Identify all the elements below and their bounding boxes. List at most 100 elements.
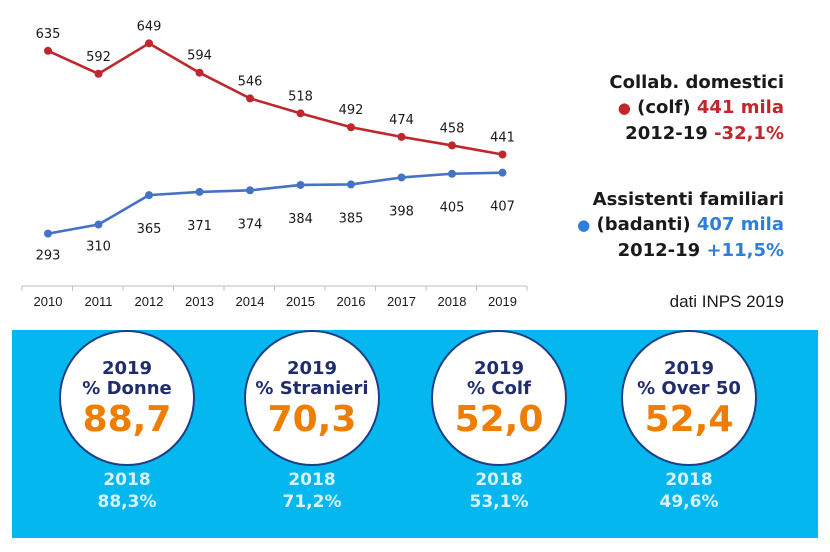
stat-stranieri: 2019 % Stranieri 70,3 2018 71,2% bbox=[222, 330, 402, 513]
series-colf-data-label: 635 bbox=[36, 27, 61, 42]
series-colf-data-label: 458 bbox=[440, 121, 465, 136]
line-chart: 2010 2011 2012 2013 2014 2015 2016 2017 2018 2019… bbox=[21, 19, 528, 309]
stat-prev-value: 53,1% bbox=[469, 492, 529, 512]
x-tick-label: 2012 bbox=[135, 294, 164, 309]
stat-year: 2019 bbox=[473, 358, 525, 379]
x-tick-label: 2011 bbox=[85, 294, 113, 309]
series-colf-data-label: 492 bbox=[339, 103, 364, 118]
legend-colf-period: 2012-19 bbox=[625, 123, 708, 144]
stat-circle: 2019 % Over 50 52,4 bbox=[621, 330, 757, 466]
series-badanti-point bbox=[94, 220, 103, 229]
series-badanti-point bbox=[347, 180, 355, 189]
stat-prev-year: 2018 bbox=[665, 470, 713, 490]
series-badanti-data-label: 365 bbox=[137, 222, 162, 237]
legend-badanti-title: Assistenti familiari bbox=[592, 189, 784, 210]
series-badanti-data-label: 385 bbox=[339, 211, 364, 226]
stat-value: 70,3 bbox=[267, 399, 357, 440]
x-tick-label: 2015 bbox=[286, 294, 315, 309]
x-tick-label: 2017 bbox=[387, 294, 416, 309]
stat-over50: 2019 % Over 50 52,4 2018 49,6% bbox=[599, 330, 779, 513]
series-colf-data-label: 441 bbox=[490, 131, 515, 146]
legend-colf-value-line: ● (colf) 441 mila bbox=[609, 95, 784, 121]
series-colf-point bbox=[498, 150, 507, 159]
series-colf-point bbox=[94, 69, 103, 78]
series-colf-point bbox=[347, 123, 355, 132]
series-badanti-data-label: 374 bbox=[238, 217, 263, 232]
series-badanti-data-label: 407 bbox=[490, 200, 515, 215]
legend-colf-dot-icon: ● bbox=[617, 99, 631, 117]
series-badanti-point bbox=[195, 187, 204, 196]
series-badanti-data-label: 398 bbox=[389, 204, 414, 219]
series-colf-point bbox=[296, 109, 305, 118]
stat-value: 52,0 bbox=[454, 399, 544, 440]
x-tick-label: 2016 bbox=[337, 294, 366, 309]
series-colf-data-label: 518 bbox=[288, 89, 313, 104]
series-badanti-data-label: 384 bbox=[288, 212, 313, 227]
series-badanti-data-label: 310 bbox=[86, 240, 111, 255]
series-badanti-point bbox=[145, 191, 153, 200]
series-badanti-point bbox=[397, 173, 406, 182]
legend-badanti-value-line: ● (badanti) 407 mila bbox=[577, 212, 784, 238]
legend-badanti-label: (badanti) bbox=[596, 214, 691, 235]
stat-year: 2019 bbox=[101, 358, 153, 379]
series-colf-data-label: 592 bbox=[86, 50, 111, 65]
series-badanti-point bbox=[44, 229, 52, 238]
stat-prev-year: 2018 bbox=[103, 470, 151, 490]
x-tick-label: 2014 bbox=[236, 294, 265, 309]
series-badanti-data-label: 371 bbox=[187, 219, 212, 234]
legend-badanti-value: 407 mila bbox=[696, 214, 784, 235]
x-tick-label: 2013 bbox=[185, 294, 214, 309]
legend-colf-change: -32,1% bbox=[714, 123, 784, 144]
source-note: dati INPS 2019 bbox=[669, 292, 784, 311]
series-badanti-point bbox=[246, 186, 254, 195]
legend-colf-title: Collab. domestici bbox=[609, 72, 784, 93]
stat-label: % Over 50 bbox=[637, 378, 741, 399]
stat-prev-value: 71,2% bbox=[282, 492, 342, 512]
stat-label: % Donne bbox=[82, 378, 172, 399]
stat-prev-year: 2018 bbox=[475, 470, 523, 490]
stat-donne: 2019 % Donne 88,7 2018 88,3% bbox=[37, 330, 217, 513]
series-colf-data-label: 649 bbox=[137, 19, 162, 34]
stat-prev-year: 2018 bbox=[288, 470, 336, 490]
stat-circle: 2019 % Colf 52,0 bbox=[431, 330, 567, 466]
series-colf-point bbox=[397, 132, 406, 141]
series-colf-data-label: 474 bbox=[389, 113, 414, 128]
legend-badanti-change: +11,5% bbox=[706, 240, 784, 261]
stat-circle: 2019 % Donne 88,7 bbox=[59, 330, 195, 466]
stat-year: 2019 bbox=[286, 358, 338, 379]
stat-value: 52,4 bbox=[644, 399, 734, 440]
legend-colf-change-line: 2012-19 -32,1% bbox=[609, 121, 784, 146]
series-colf-point bbox=[448, 141, 456, 150]
series-badanti-data-label: 293 bbox=[36, 249, 61, 264]
x-tick-label: 2019 bbox=[488, 294, 517, 309]
stat-label: % Stranieri bbox=[255, 378, 369, 399]
series-colf-line bbox=[47, 42, 503, 156]
stat-circle: 2019 % Stranieri 70,3 bbox=[244, 330, 380, 466]
legend-colf-value: 441 mila bbox=[696, 97, 784, 118]
series-colf-point bbox=[145, 39, 153, 48]
series-badanti-point bbox=[296, 180, 305, 189]
series-colf-point bbox=[195, 68, 204, 77]
series-badanti-line bbox=[47, 171, 503, 235]
series-colf-point bbox=[44, 46, 52, 55]
series-badanti-point bbox=[448, 169, 456, 178]
stat-prev-value: 88,3% bbox=[97, 492, 157, 512]
stat-value: 88,7 bbox=[82, 399, 172, 440]
stat-label: % Colf bbox=[467, 378, 531, 399]
legend-badanti-dot-icon: ● bbox=[577, 216, 591, 234]
stat-year: 2019 bbox=[663, 358, 715, 379]
x-tick-label: 2018 bbox=[438, 294, 467, 309]
x-tick-label: 2010 bbox=[34, 294, 63, 309]
series-colf-point bbox=[246, 94, 254, 103]
series-badanti-data-label: 405 bbox=[440, 201, 465, 216]
series-colf-data-label: 594 bbox=[187, 49, 212, 64]
legend-colf: Collab. domestici ● (colf) 441 mila 2012… bbox=[609, 70, 784, 146]
series-colf-data-label: 546 bbox=[238, 74, 263, 89]
legend-badanti-change-line: 2012-19 +11,5% bbox=[577, 238, 784, 263]
legend-badanti: Assistenti familiari ● (badanti) 407 mil… bbox=[577, 187, 784, 263]
series-badanti-point bbox=[498, 168, 507, 177]
legend-colf-label: (colf) bbox=[637, 97, 691, 118]
stat-prev-value: 49,6% bbox=[659, 492, 719, 512]
legend-badanti-period: 2012-19 bbox=[617, 240, 701, 261]
stats-band: 2019 % Donne 88,7 2018 88,3% 2019 % Stra… bbox=[12, 330, 818, 538]
